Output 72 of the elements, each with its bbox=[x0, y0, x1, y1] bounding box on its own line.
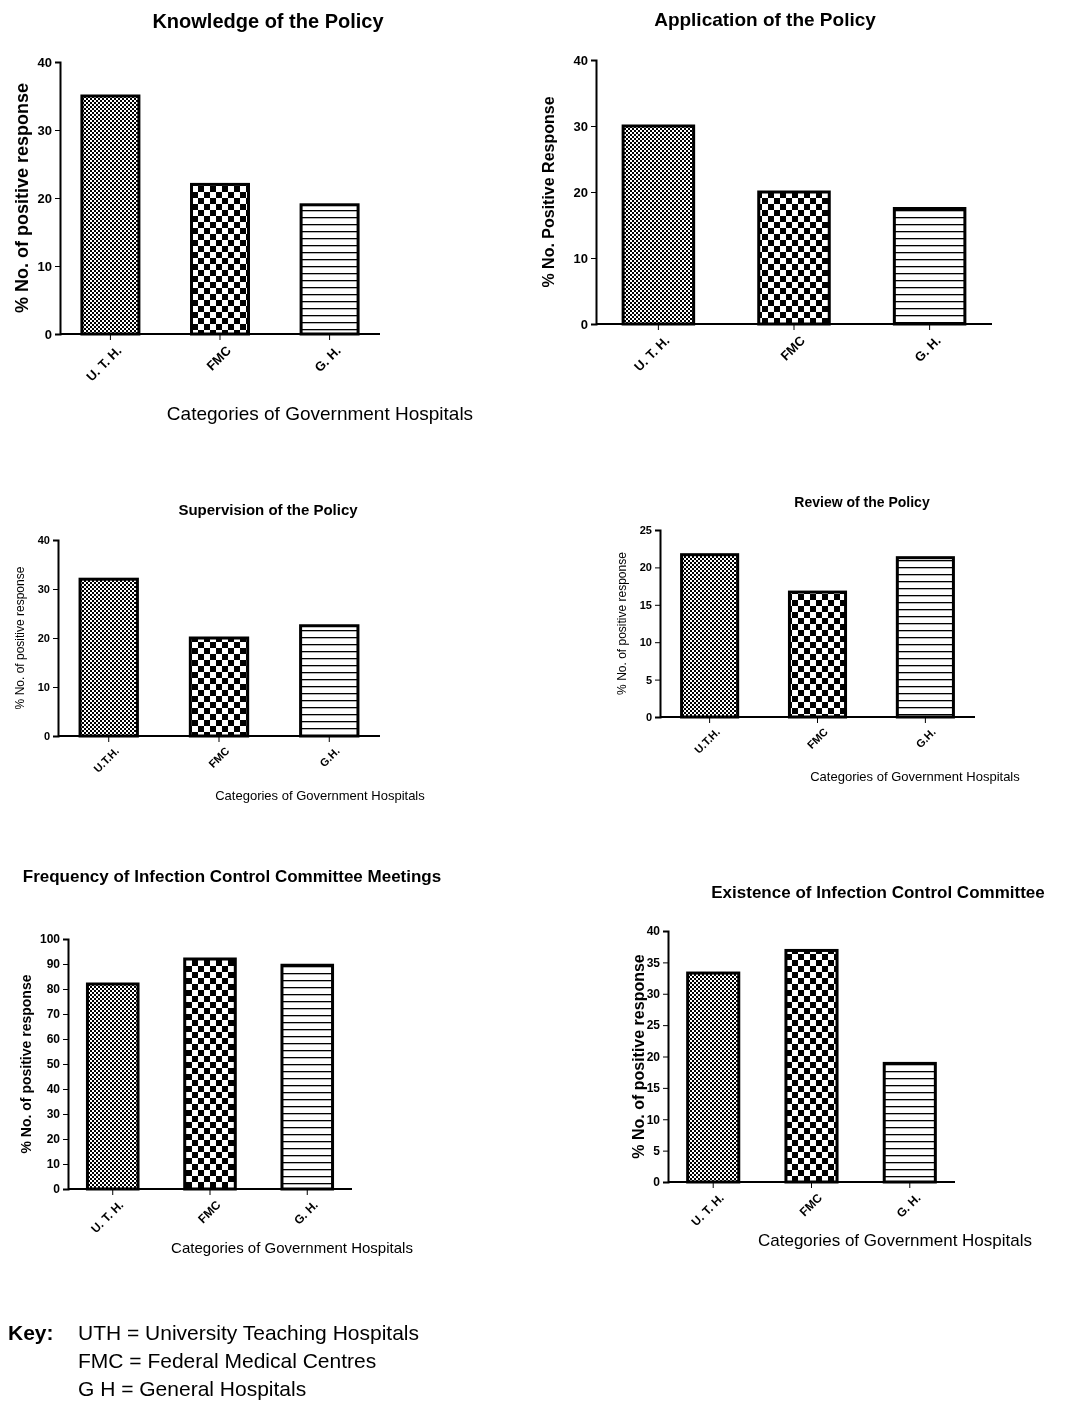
chart-title: Knowledge of the Policy bbox=[152, 10, 385, 32]
y-axis-title: % No. of positive response bbox=[12, 82, 33, 314]
y-tick-label: 50 bbox=[46, 1057, 61, 1072]
x-tick-label: U. T. H. bbox=[88, 1197, 127, 1236]
y-tick-label: 20 bbox=[46, 1132, 61, 1147]
y-tick-label: 40 bbox=[37, 54, 52, 70]
x-tick-label: U. T. H. bbox=[688, 1190, 727, 1229]
y-axis-title: % No. of positive response bbox=[13, 566, 28, 710]
y-tick-label: 35 bbox=[646, 955, 661, 970]
x-axis-title: Categories of Government Hospitals bbox=[757, 1231, 1033, 1250]
y-tick-label: 40 bbox=[646, 924, 661, 939]
y-tick-label: 10 bbox=[37, 258, 52, 274]
chart-title: Frequency of Infection Control Committee Meetings bbox=[22, 867, 442, 886]
y-tick-label: 5 bbox=[645, 673, 652, 686]
y-tick-label: 80 bbox=[46, 982, 61, 997]
y-tick-label: 60 bbox=[46, 1032, 61, 1047]
x-axis-title: Categories of Government Hospitals bbox=[171, 1239, 413, 1256]
text: FMC = Federal Medical Centres bbox=[78, 1349, 377, 1372]
y-tick-label: 100 bbox=[39, 932, 61, 947]
text: Key: bbox=[8, 1321, 54, 1344]
y-tick-label: 10 bbox=[573, 250, 588, 266]
y-tick-label: 5 bbox=[653, 1143, 661, 1158]
x-axis-title: Categories of Government Hospitals bbox=[810, 769, 1021, 784]
y-axis-title: % No. of positive response bbox=[629, 954, 647, 1159]
y-tick-label: 0 bbox=[653, 1175, 661, 1190]
y-tick-label: 30 bbox=[46, 1107, 61, 1122]
x-axis-title: Categories of Government Hospitals bbox=[166, 403, 474, 424]
y-tick-label: 0 bbox=[580, 316, 588, 332]
y-tick-label: 10 bbox=[37, 681, 50, 694]
x-tick-label: U. T. H. bbox=[631, 332, 673, 375]
x-tick-label: G. H. bbox=[911, 332, 944, 365]
text: G H = General Hospitals bbox=[78, 1377, 307, 1400]
y-tick-label: 0 bbox=[44, 326, 52, 342]
y-tick-label: 20 bbox=[646, 1049, 661, 1064]
x-tick-label: G. H. bbox=[311, 342, 344, 375]
y-tick-label: 30 bbox=[37, 122, 52, 138]
y-tick-label: 30 bbox=[37, 583, 50, 596]
x-axis-title: Categories of Government Hospitals bbox=[215, 788, 426, 803]
y-tick-label: 40 bbox=[37, 534, 50, 547]
chart-title: Application of the Policy bbox=[654, 9, 877, 30]
x-tick-label: G. H. bbox=[893, 1190, 924, 1221]
y-tick-label: 10 bbox=[646, 1112, 661, 1127]
y-axis-title: % No. of positive response bbox=[17, 974, 34, 1154]
y-tick-label: 10 bbox=[46, 1157, 61, 1172]
y-tick-label: 20 bbox=[37, 190, 52, 206]
y-tick-label: 25 bbox=[646, 1018, 661, 1033]
y-tick-label: 90 bbox=[46, 957, 61, 972]
y-tick-label: 20 bbox=[37, 632, 50, 645]
x-tick-label: G.H. bbox=[317, 744, 342, 770]
y-tick-label: 40 bbox=[46, 1082, 61, 1097]
x-tick-label: G. H. bbox=[291, 1197, 321, 1228]
y-tick-label: 15 bbox=[646, 1081, 661, 1096]
y-tick-label: 10 bbox=[639, 636, 652, 649]
y-axis-title: % No. Positive Response bbox=[539, 96, 557, 288]
y-tick-label: 30 bbox=[573, 118, 588, 134]
x-tick-label: G.H. bbox=[913, 725, 938, 751]
y-tick-label: 30 bbox=[646, 987, 661, 1002]
y-tick-label: 20 bbox=[573, 184, 588, 200]
x-tick-label: U. T. H. bbox=[83, 342, 125, 385]
text: UTH = University Teaching Hospitals bbox=[78, 1321, 419, 1344]
y-tick-label: 70 bbox=[46, 1007, 61, 1022]
y-tick-label: 0 bbox=[645, 711, 652, 724]
y-tick-label: 25 bbox=[639, 524, 652, 537]
y-tick-label: 20 bbox=[639, 561, 652, 574]
y-axis-title: % No. of positive response bbox=[615, 551, 630, 695]
y-tick-label: 0 bbox=[43, 730, 50, 743]
chart-title: Supervision of the Policy bbox=[178, 501, 359, 518]
chart-title: Existence of Infection Control Committee bbox=[711, 883, 1045, 902]
y-tick-label: 15 bbox=[639, 598, 652, 611]
chart-title: Review of the Policy bbox=[794, 494, 930, 510]
y-tick-label: 40 bbox=[573, 52, 588, 68]
y-tick-label: 0 bbox=[53, 1182, 61, 1197]
